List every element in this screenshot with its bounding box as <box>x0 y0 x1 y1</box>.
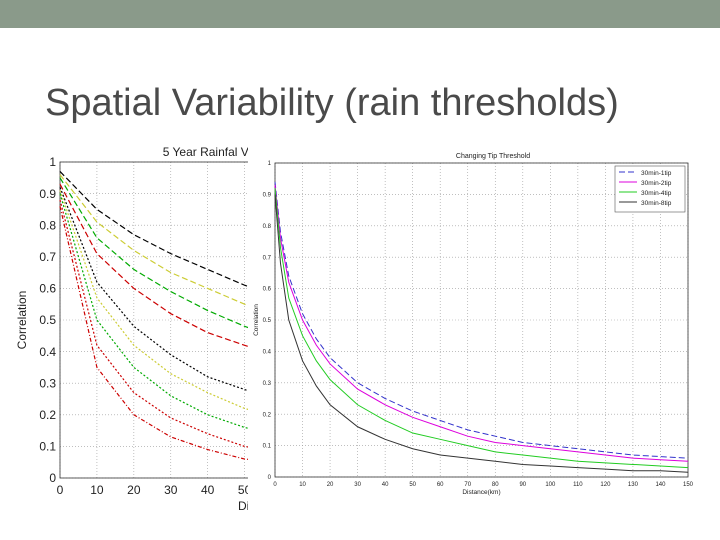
series-line-30min-2tip <box>274 184 689 462</box>
x-tick-label: 10 <box>299 482 306 488</box>
legend-label: 30min-8tip <box>641 200 672 207</box>
y-tick-label: 1 <box>268 161 272 167</box>
y-tick-label: 0.2 <box>39 408 56 422</box>
y-tick-label: 0.3 <box>39 376 56 390</box>
y-tick-label: 0.3 <box>263 381 272 387</box>
x-axis-label: Distance(km) <box>462 489 500 496</box>
y-tick-label: 0.6 <box>39 282 56 296</box>
x-tick-label: 30 <box>354 482 361 488</box>
series-line-3 <box>59 177 301 349</box>
y-tick-label: 0.6 <box>263 287 272 293</box>
series-line-4 <box>59 183 301 368</box>
y-tick-label: 0.4 <box>263 350 272 356</box>
x-tick-label: 140 <box>655 482 666 488</box>
x-tick-label: 150 <box>683 482 694 488</box>
legend-label: 30min-2tip <box>641 180 672 187</box>
x-tick-label: 120 <box>600 482 611 488</box>
x-tick-label: 20 <box>327 482 334 488</box>
x-tick-label: 80 <box>492 482 499 488</box>
y-tick-label: 1 <box>49 155 56 169</box>
series-line-30min-8tip <box>274 194 689 473</box>
y-tick-label: 0.1 <box>263 444 272 450</box>
chart-title: Changing Tip Threshold <box>456 153 530 160</box>
x-tick-label: 90 <box>519 482 526 488</box>
y-tick-label: 0.7 <box>263 255 272 261</box>
y-tick-label: 0.9 <box>263 193 272 199</box>
series-line-30min-4tip <box>274 188 689 469</box>
y-tick-label: 0.5 <box>263 318 272 324</box>
series-line-30min-1tip <box>274 181 689 459</box>
x-tick-label: 60 <box>437 482 444 488</box>
y-tick-label: 0 <box>49 471 56 485</box>
x-tick-label: 20 <box>127 483 141 497</box>
series-line-7 <box>59 193 301 444</box>
axes-frame <box>274 162 689 478</box>
y-tick-label: 0.8 <box>263 224 272 230</box>
x-tick-label: 40 <box>382 482 389 488</box>
x-tick-label: 40 <box>201 483 215 497</box>
y-tick-label: 0.9 <box>39 187 56 201</box>
legend-label: 30min-1tip <box>641 170 672 177</box>
y-tick-label: 0.1 <box>39 440 56 454</box>
legend-box <box>614 165 686 213</box>
y-axis-label: Correlation <box>253 304 260 336</box>
x-tick-label: 50 <box>409 482 416 488</box>
y-tick-label: 0 <box>268 475 272 481</box>
slide-title: Spatial Variability (rain thresholds) <box>45 82 619 124</box>
y-axis-label: Correlation <box>15 291 29 350</box>
x-tick-label: 110 <box>573 482 583 488</box>
top-accent-bar <box>0 0 720 28</box>
x-tick-label: 0 <box>57 483 64 497</box>
x-tick-label: 130 <box>628 482 639 488</box>
plot-area <box>275 163 688 477</box>
legend-label: 30min-4tip <box>641 190 672 197</box>
x-tick-label: 30 <box>164 483 178 497</box>
x-tick-label: 70 <box>464 482 471 488</box>
x-tick-label: 100 <box>545 482 556 488</box>
y-tick-label: 0.7 <box>39 250 56 264</box>
y-tick-label: 0.5 <box>39 313 56 327</box>
x-tick-label: 0 <box>273 482 277 488</box>
y-tick-label: 0.4 <box>39 345 56 359</box>
y-tick-label: 0.8 <box>39 218 56 232</box>
x-tick-label: 10 <box>90 483 104 497</box>
y-tick-label: 0.2 <box>263 412 272 418</box>
